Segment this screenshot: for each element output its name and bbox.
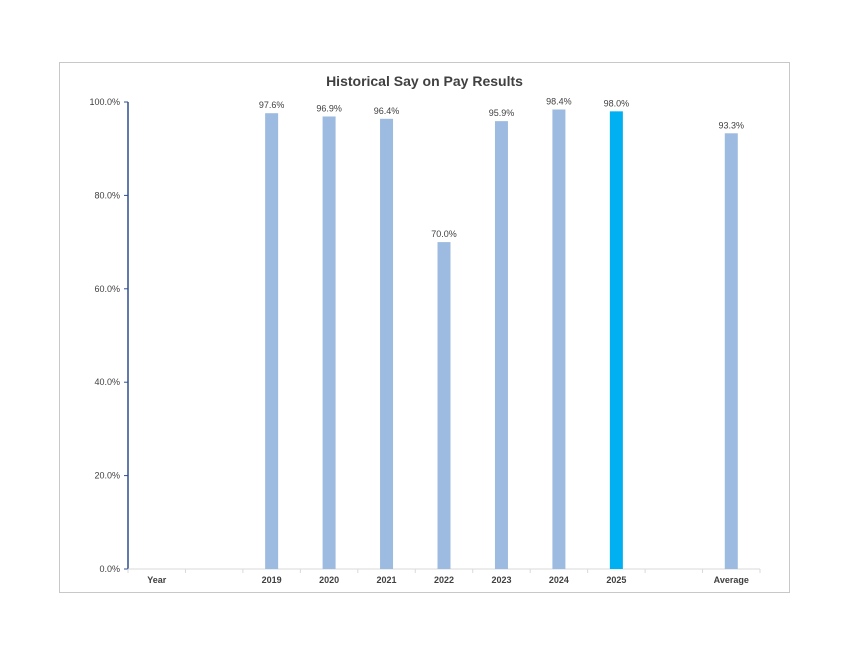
bar-2025: [609, 111, 623, 569]
bar-2021: [380, 118, 394, 569]
data-labels: 97.6% 96.9% 96.4% 70.0% 95.9% 98.4% 98.0% 93.3%: [259, 96, 744, 239]
bar-2019: [265, 113, 279, 569]
data-label: 98.0%: [604, 98, 630, 108]
y-tick-label: 20.0%: [94, 471, 120, 481]
bar-2023: [494, 121, 508, 569]
y-axis: 0.0% 20.0% 40.0% 60.0% 80.0% 100.0%: [89, 97, 129, 574]
bar-chart-plot: 0.0% 20.0% 40.0% 60.0% 80.0% 100.0% Year 2019 2…: [89, 96, 761, 585]
data-label: 93.3%: [719, 120, 745, 130]
x-tick-label: 2022: [434, 575, 454, 585]
x-tick-label: Year: [147, 575, 167, 585]
x-tick-label: 2025: [606, 575, 626, 585]
data-label: 98.4%: [546, 96, 572, 106]
bar-2020: [322, 116, 336, 570]
x-tick-label: 2020: [319, 575, 339, 585]
data-label: 96.9%: [316, 103, 342, 113]
y-tick-label: 40.0%: [94, 377, 120, 387]
y-tick-label: 80.0%: [94, 190, 120, 200]
y-tick-label: 100.0%: [89, 97, 120, 107]
x-tick-label: 2019: [262, 575, 282, 585]
x-tick-label: Average: [714, 575, 749, 585]
bar-series: [265, 109, 738, 570]
x-axis: Year 2019 2020 2021 2022 2023 2024 2025 Average: [127, 568, 761, 585]
data-label: 70.0%: [431, 229, 457, 239]
y-tick-label: 0.0%: [99, 564, 120, 574]
data-label: 96.4%: [374, 106, 400, 116]
bar-2022: [437, 242, 451, 569]
bar-2024: [552, 109, 566, 570]
bar-Average: [724, 133, 738, 569]
chart-title: Historical Say on Pay Results: [326, 73, 523, 89]
x-tick-label: 2023: [491, 575, 511, 585]
data-label: 95.9%: [489, 108, 515, 118]
data-label: 97.6%: [259, 100, 285, 110]
y-tick-label: 60.0%: [94, 284, 120, 294]
chart-container: 0.0% 20.0% 40.0% 60.0% 80.0% 100.0% Year 2019 2…: [59, 62, 790, 593]
x-tick-label: 2021: [377, 575, 397, 585]
x-tick-label: 2024: [549, 575, 569, 585]
